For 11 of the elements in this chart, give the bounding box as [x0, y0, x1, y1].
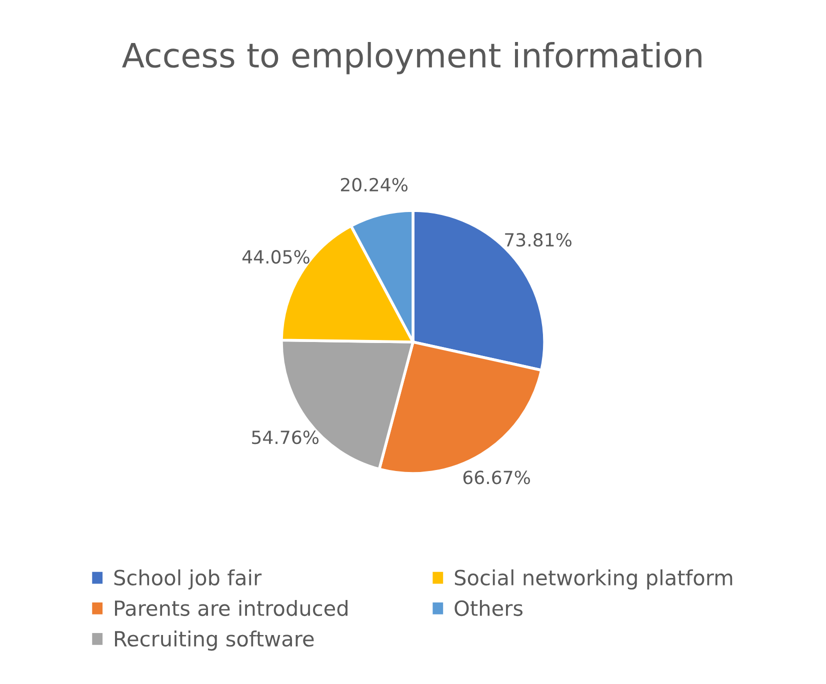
- chart-title: Access to employment information: [122, 42, 702, 74]
- data-label: 54.76%: [252, 430, 319, 444]
- legend-label: Social networking platform: [454, 569, 732, 590]
- legend-label: Parents are introduced: [115, 600, 348, 616]
- data-label: 73.81%: [505, 233, 572, 247]
- data-label: 66.67%: [463, 470, 530, 484]
- data-label: 20.24%: [340, 178, 408, 192]
- legend-label: Others: [454, 600, 523, 616]
- data-label: 44.05%: [242, 250, 310, 264]
- legend-label: School job fair: [114, 569, 262, 590]
- legend-label: Recruiting software: [115, 630, 314, 651]
